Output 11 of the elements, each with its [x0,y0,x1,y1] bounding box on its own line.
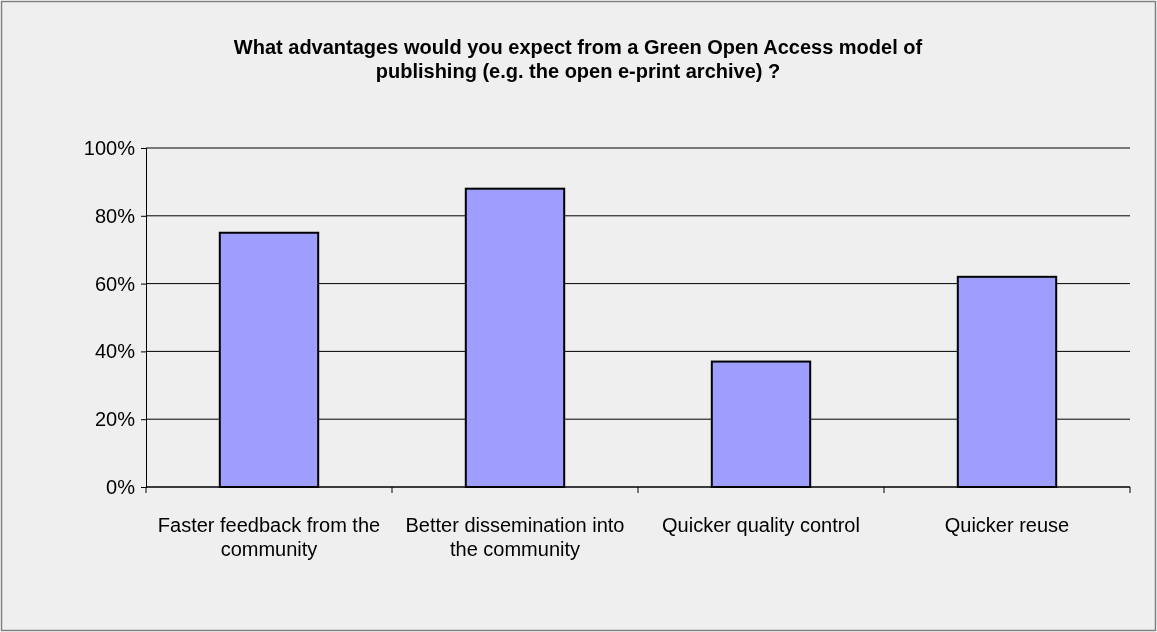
x-tick-label: Faster feedback from the community [157,514,381,560]
y-tick-label: 80% [94,204,136,227]
x-tick-label: Quicker reuse [944,514,1070,536]
y-tick-label: 20% [94,408,136,431]
y-tick-label: 40% [94,340,136,363]
x-tick-label: Better dissemination into the community [405,514,625,560]
chart-title: What advantages would you expect from a Green Open Access model of publishing (e.g. the open e-print archive) ? [233,36,923,82]
y-tick-label: 100% [83,136,136,159]
y-tick-label: 0% [106,475,136,498]
x-tick-label: Quicker quality control [662,514,860,536]
y-tick-label: 60% [94,272,136,295]
